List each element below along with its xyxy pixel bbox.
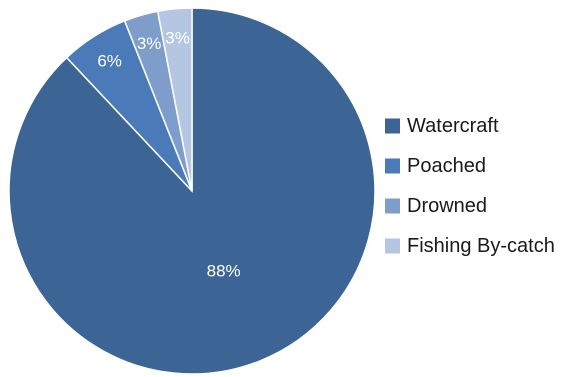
pie-slices bbox=[8, 7, 376, 375]
legend-item-fishing-by-catch: Fishing By-catch bbox=[385, 235, 555, 257]
data-label-poached: 6% bbox=[97, 52, 122, 71]
data-label-fishing-by-catch: 3% bbox=[165, 28, 190, 47]
legend-item-poached: Poached bbox=[385, 155, 486, 177]
pie-slice-fishing-by-catch bbox=[156, 7, 193, 192]
legend-label-fishing-by-catch: Fishing By-catch bbox=[407, 235, 555, 257]
legend-label-drowned: Drowned bbox=[407, 195, 487, 217]
pie-data-labels: 88% 6% 3% 3% bbox=[97, 28, 240, 280]
legend-swatch-fishing-by-catch bbox=[385, 238, 400, 254]
legend-label-watercraft: Watercraft bbox=[407, 115, 499, 137]
data-label-drowned: 3% bbox=[137, 34, 162, 53]
legend: Watercraft Poached Drowned Fishing By-catch bbox=[385, 115, 555, 257]
legend-item-drowned: Drowned bbox=[385, 195, 487, 217]
legend-item-watercraft: Watercraft bbox=[385, 115, 499, 137]
legend-swatch-drowned bbox=[385, 198, 400, 214]
data-label-watercraft: 88% bbox=[207, 261, 241, 280]
legend-swatch-watercraft bbox=[385, 118, 400, 134]
legend-swatch-poached bbox=[385, 158, 400, 174]
legend-label-poached: Poached bbox=[407, 155, 486, 177]
